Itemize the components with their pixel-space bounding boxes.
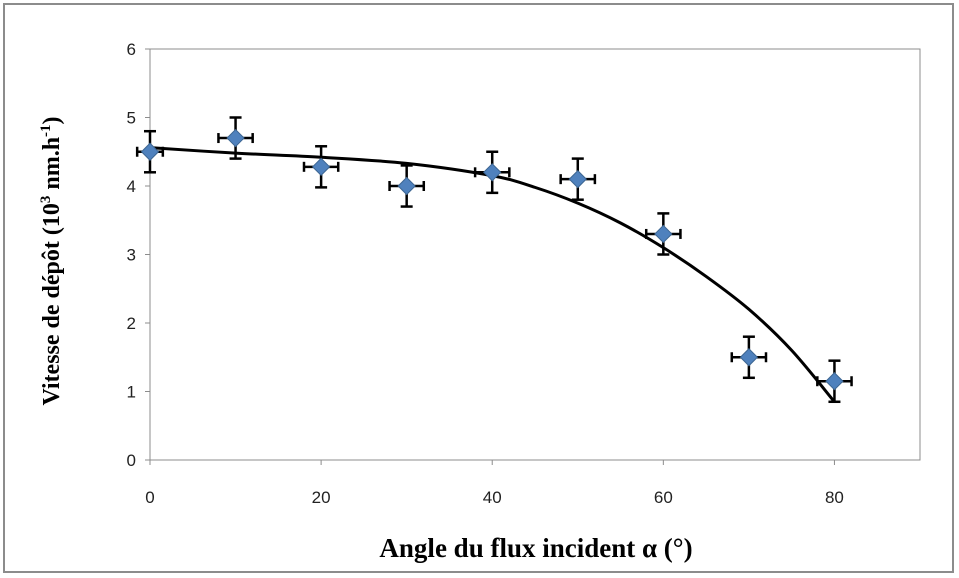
data-point bbox=[397, 176, 416, 196]
x-tick-label: 60 bbox=[654, 488, 673, 507]
y-axis-ticks: 0 1 2 3 4 5 6 bbox=[127, 40, 150, 470]
plot-area bbox=[149, 48, 921, 461]
chart: 0 1 2 3 4 5 6 0 20 40 60 80 Angle du flux incident… bbox=[38, 40, 921, 563]
x-tick-label: 0 bbox=[145, 488, 154, 507]
y-axis-title-prefix: Vitesse de dépôt (10 bbox=[39, 203, 65, 405]
x-tick-label: 80 bbox=[825, 488, 844, 507]
data-point bbox=[825, 372, 844, 391]
x-axis-ticks: 0 20 40 60 80 bbox=[145, 460, 844, 507]
y-axis-title-suffix: ) bbox=[39, 116, 65, 124]
fit-curve bbox=[149, 146, 836, 403]
y-axis-title-exp1: 3 bbox=[38, 196, 54, 204]
data-point bbox=[311, 157, 331, 177]
y-tick-label: 4 bbox=[127, 177, 136, 196]
y-tick-label: 2 bbox=[127, 314, 136, 333]
data-point bbox=[568, 169, 587, 189]
data-point bbox=[654, 224, 673, 244]
data-point bbox=[226, 128, 245, 148]
y-axis-title-mid: nm.h bbox=[39, 137, 65, 196]
y-tick-label: 5 bbox=[127, 109, 136, 128]
y-tick-label: 3 bbox=[127, 246, 136, 265]
x-axis-title: Angle du flux incident α (°) bbox=[379, 533, 692, 563]
data-point bbox=[483, 163, 502, 182]
y-tick-label: 6 bbox=[127, 40, 136, 59]
y-axis-title-exp2: -1 bbox=[38, 124, 54, 137]
x-tick-label: 20 bbox=[312, 488, 331, 507]
chart-frame: 0 1 2 3 4 5 6 0 20 40 60 80 Angle du flux incident… bbox=[3, 3, 954, 573]
data-markers bbox=[140, 128, 844, 391]
x-tick-label: 40 bbox=[483, 488, 502, 507]
y-axis-title: Vitesse de dépôt (103 nm.h-1) bbox=[38, 116, 65, 405]
y-tick-label: 1 bbox=[127, 383, 136, 402]
y-tick-label: 0 bbox=[127, 451, 136, 470]
data-point bbox=[739, 348, 759, 367]
data-point bbox=[140, 142, 160, 161]
